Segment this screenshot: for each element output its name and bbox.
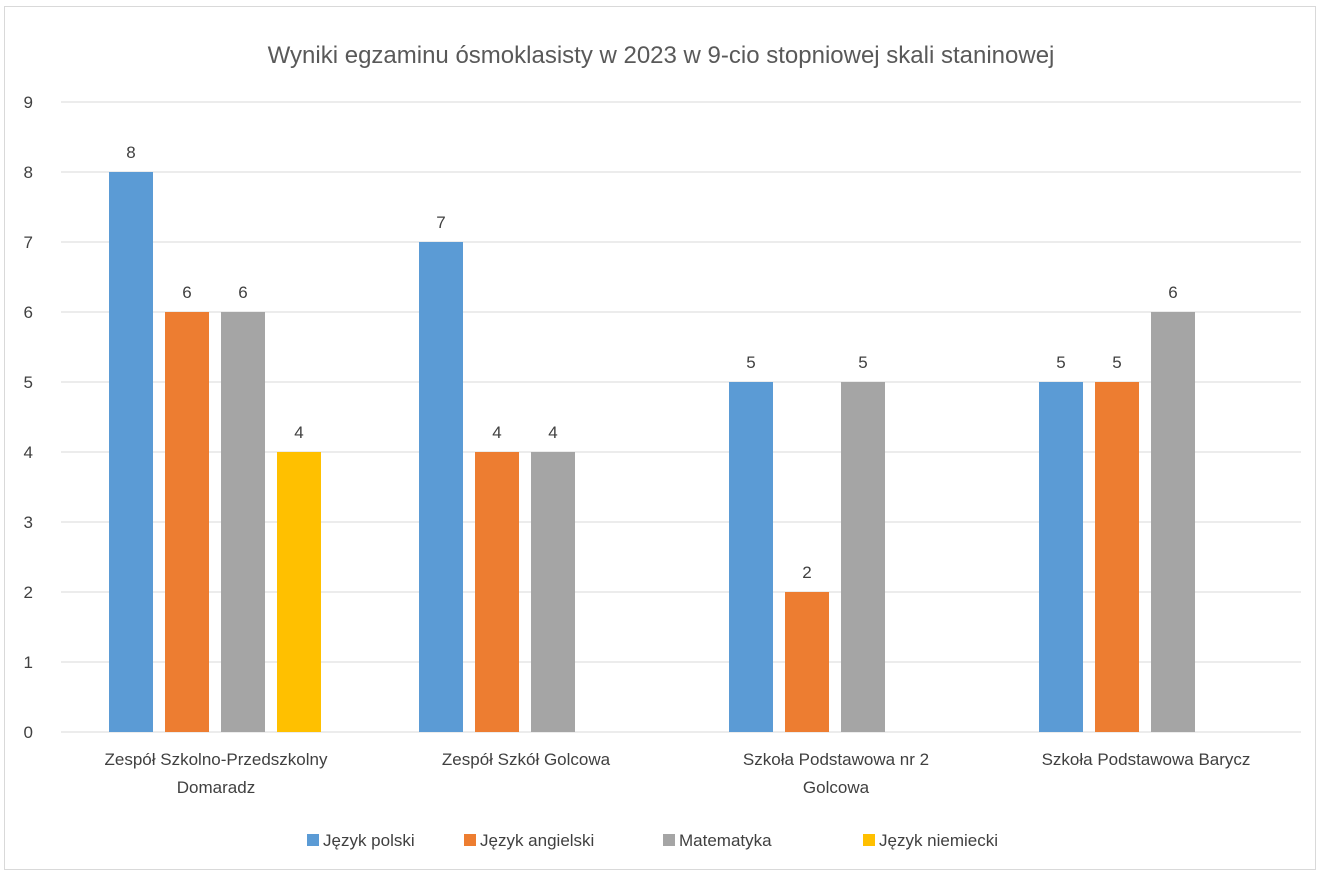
bar bbox=[419, 242, 463, 732]
data-label: 5 bbox=[746, 353, 755, 372]
bar-chart: Wyniki egzaminu ósmoklasisty w 2023 w 9-… bbox=[24, 42, 1301, 850]
y-tick-label: 8 bbox=[24, 163, 33, 182]
data-label: 5 bbox=[1056, 353, 1065, 372]
data-label: 5 bbox=[1112, 353, 1121, 372]
x-tick-label: Zespół Szkolno-Przedszkolny bbox=[105, 750, 328, 769]
y-tick-label: 1 bbox=[24, 653, 33, 672]
bar bbox=[1039, 382, 1083, 732]
y-tick-label: 6 bbox=[24, 303, 33, 322]
data-label: 4 bbox=[492, 423, 501, 442]
data-label: 5 bbox=[858, 353, 867, 372]
data-label: 4 bbox=[294, 423, 303, 442]
bar bbox=[1151, 312, 1195, 732]
bar bbox=[785, 592, 829, 732]
bar bbox=[729, 382, 773, 732]
data-label: 2 bbox=[802, 563, 811, 582]
bars bbox=[109, 172, 1195, 732]
chart-title: Wyniki egzaminu ósmoklasisty w 2023 w 9-… bbox=[268, 42, 1055, 69]
y-tick-label: 2 bbox=[24, 583, 33, 602]
legend-label: Język polski bbox=[323, 831, 415, 850]
y-tick-label: 5 bbox=[24, 373, 33, 392]
y-tick-label: 9 bbox=[24, 93, 33, 112]
legend-swatch bbox=[464, 834, 476, 846]
y-tick-label: 4 bbox=[24, 443, 33, 462]
y-axis: 0 1 2 3 4 5 6 7 8 9 bbox=[24, 93, 33, 742]
legend-swatch bbox=[663, 834, 675, 846]
x-axis: Zespół Szkolno-Przedszkolny Domaradz Zespó… bbox=[105, 750, 1251, 797]
x-tick-label: Golcowa bbox=[803, 778, 870, 797]
chart-frame: Wyniki egzaminu ósmoklasisty w 2023 w 9-… bbox=[4, 6, 1316, 870]
data-label: 4 bbox=[548, 423, 557, 442]
y-tick-label: 3 bbox=[24, 513, 33, 532]
x-tick-label: Szkoła Podstawowa nr 2 bbox=[743, 750, 929, 769]
legend-label: Matematyka bbox=[679, 831, 772, 850]
y-tick-label: 0 bbox=[24, 723, 33, 742]
data-label: 6 bbox=[238, 283, 247, 302]
x-tick-label: Szkoła Podstawowa Barycz bbox=[1042, 750, 1251, 769]
bar bbox=[109, 172, 153, 732]
data-label: 8 bbox=[126, 143, 135, 162]
data-labels: 8 6 6 4 7 4 4 5 2 5 5 5 6 bbox=[126, 143, 1177, 582]
x-tick-label: Zespół Szkół Golcowa bbox=[442, 750, 611, 769]
x-tick-label: Domaradz bbox=[177, 778, 255, 797]
data-label: 7 bbox=[436, 213, 445, 232]
bar bbox=[475, 452, 519, 732]
bar bbox=[165, 312, 209, 732]
legend-label: Język angielski bbox=[480, 831, 594, 850]
legend: Język polski Język angielski Matematyka Jęz… bbox=[307, 831, 998, 850]
legend-label: Język niemiecki bbox=[879, 831, 998, 850]
bar bbox=[531, 452, 575, 732]
data-label: 6 bbox=[1168, 283, 1177, 302]
bar bbox=[1095, 382, 1139, 732]
legend-swatch bbox=[863, 834, 875, 846]
bar bbox=[841, 382, 885, 732]
y-tick-label: 7 bbox=[24, 233, 33, 252]
bar bbox=[277, 452, 321, 732]
data-label: 6 bbox=[182, 283, 191, 302]
bar bbox=[221, 312, 265, 732]
gridlines bbox=[61, 101, 1301, 733]
legend-swatch bbox=[307, 834, 319, 846]
